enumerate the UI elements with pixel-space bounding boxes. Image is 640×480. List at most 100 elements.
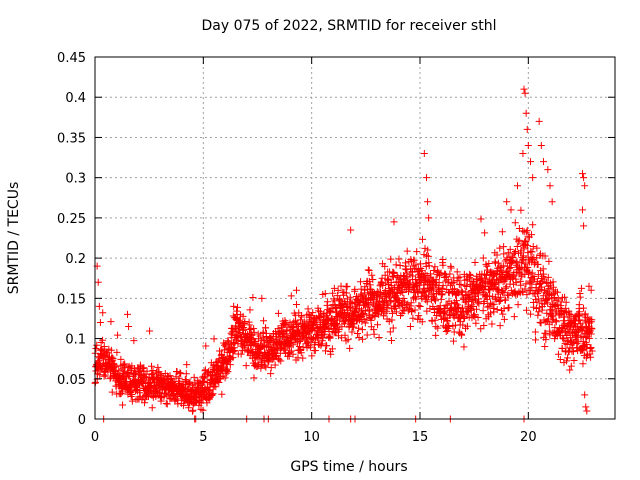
data-point: [365, 301, 373, 309]
data-point: [512, 279, 520, 287]
data-point: [390, 218, 398, 226]
data-point: [292, 300, 300, 308]
data-point: [262, 363, 270, 371]
data-point: [544, 273, 552, 281]
data-point: [542, 336, 550, 344]
data-point: [477, 215, 485, 223]
data-point: [523, 306, 531, 314]
data-point: [128, 397, 136, 405]
data-point: [323, 342, 331, 350]
data-point: [577, 326, 585, 334]
data-point: [375, 334, 383, 342]
data-point: [498, 228, 506, 236]
data-point: [233, 307, 241, 315]
data-point: [430, 294, 438, 302]
data-point: [553, 288, 561, 296]
data-point: [132, 369, 140, 377]
data-points: [91, 85, 596, 423]
data-point: [448, 279, 456, 287]
data-point: [554, 350, 562, 358]
data-point: [483, 271, 491, 279]
data-point: [453, 297, 461, 305]
data-point: [565, 307, 573, 315]
data-point: [332, 320, 340, 328]
data-point: [218, 390, 226, 398]
data-point: [509, 254, 517, 262]
x-tick-label: 15: [412, 430, 429, 445]
data-point: [229, 348, 237, 356]
data-point: [420, 276, 428, 284]
y-tick-label: 0.35: [57, 131, 86, 146]
data-point: [522, 109, 530, 117]
data-point: [488, 320, 496, 328]
data-point: [452, 300, 460, 308]
data-point: [566, 310, 574, 318]
data-point: [124, 368, 132, 376]
data-point: [418, 318, 426, 326]
data-point: [309, 309, 317, 317]
data-point: [346, 344, 354, 352]
data-point: [434, 324, 442, 332]
data-point: [511, 247, 519, 255]
data-point: [445, 289, 453, 297]
data-point: [327, 350, 335, 358]
data-point: [386, 328, 394, 336]
data-point: [519, 252, 527, 260]
data-point: [304, 305, 312, 313]
axis-ticks: [94, 56, 615, 420]
data-point: [388, 309, 396, 317]
data-point: [303, 338, 311, 346]
data-point: [469, 312, 477, 320]
data-point: [403, 247, 411, 255]
data-point: [496, 263, 504, 271]
y-tick-label: 0.15: [57, 292, 86, 307]
data-point: [474, 314, 482, 322]
data-point: [546, 182, 554, 190]
data-point: [223, 369, 231, 377]
data-point: [357, 290, 365, 298]
data-point: [155, 368, 163, 376]
chart-title: Day 075 of 2022, SRMTID for receiver sth…: [202, 18, 497, 34]
data-point: [423, 174, 430, 182]
data-point: [581, 182, 589, 190]
data-point: [388, 316, 396, 324]
data-point: [510, 313, 518, 321]
data-point: [533, 298, 541, 306]
data-point: [545, 257, 553, 265]
data-point: [461, 314, 469, 322]
data-point: [450, 278, 458, 286]
data-point: [587, 344, 595, 352]
data-point: [524, 141, 532, 149]
data-point: [330, 329, 338, 337]
data-point: [470, 297, 478, 305]
data-point: [431, 297, 439, 305]
data-point: [548, 198, 556, 206]
x-tick-label: 20: [520, 430, 537, 445]
data-point: [534, 260, 542, 268]
data-point: [363, 331, 371, 339]
data-point: [419, 235, 427, 243]
data-point: [190, 373, 198, 381]
data-point: [199, 377, 207, 385]
data-point: [422, 262, 430, 270]
data-point: [585, 329, 593, 337]
data-point: [439, 282, 447, 290]
data-point: [472, 319, 480, 327]
data-point: [408, 308, 416, 316]
data-point: [517, 206, 525, 214]
data-point: [267, 370, 275, 378]
data-point: [479, 307, 487, 315]
data-point: [273, 352, 281, 360]
data-point: [262, 329, 270, 337]
data-point: [491, 258, 499, 266]
data-point: [342, 289, 350, 297]
data-point: [486, 299, 494, 307]
data-point: [456, 273, 464, 281]
data-point: [154, 363, 162, 371]
data-point: [507, 206, 515, 214]
data-point: [454, 303, 462, 311]
data-point: [563, 332, 571, 340]
data-point: [232, 327, 240, 335]
data-point: [494, 259, 502, 267]
data-point: [108, 388, 116, 396]
